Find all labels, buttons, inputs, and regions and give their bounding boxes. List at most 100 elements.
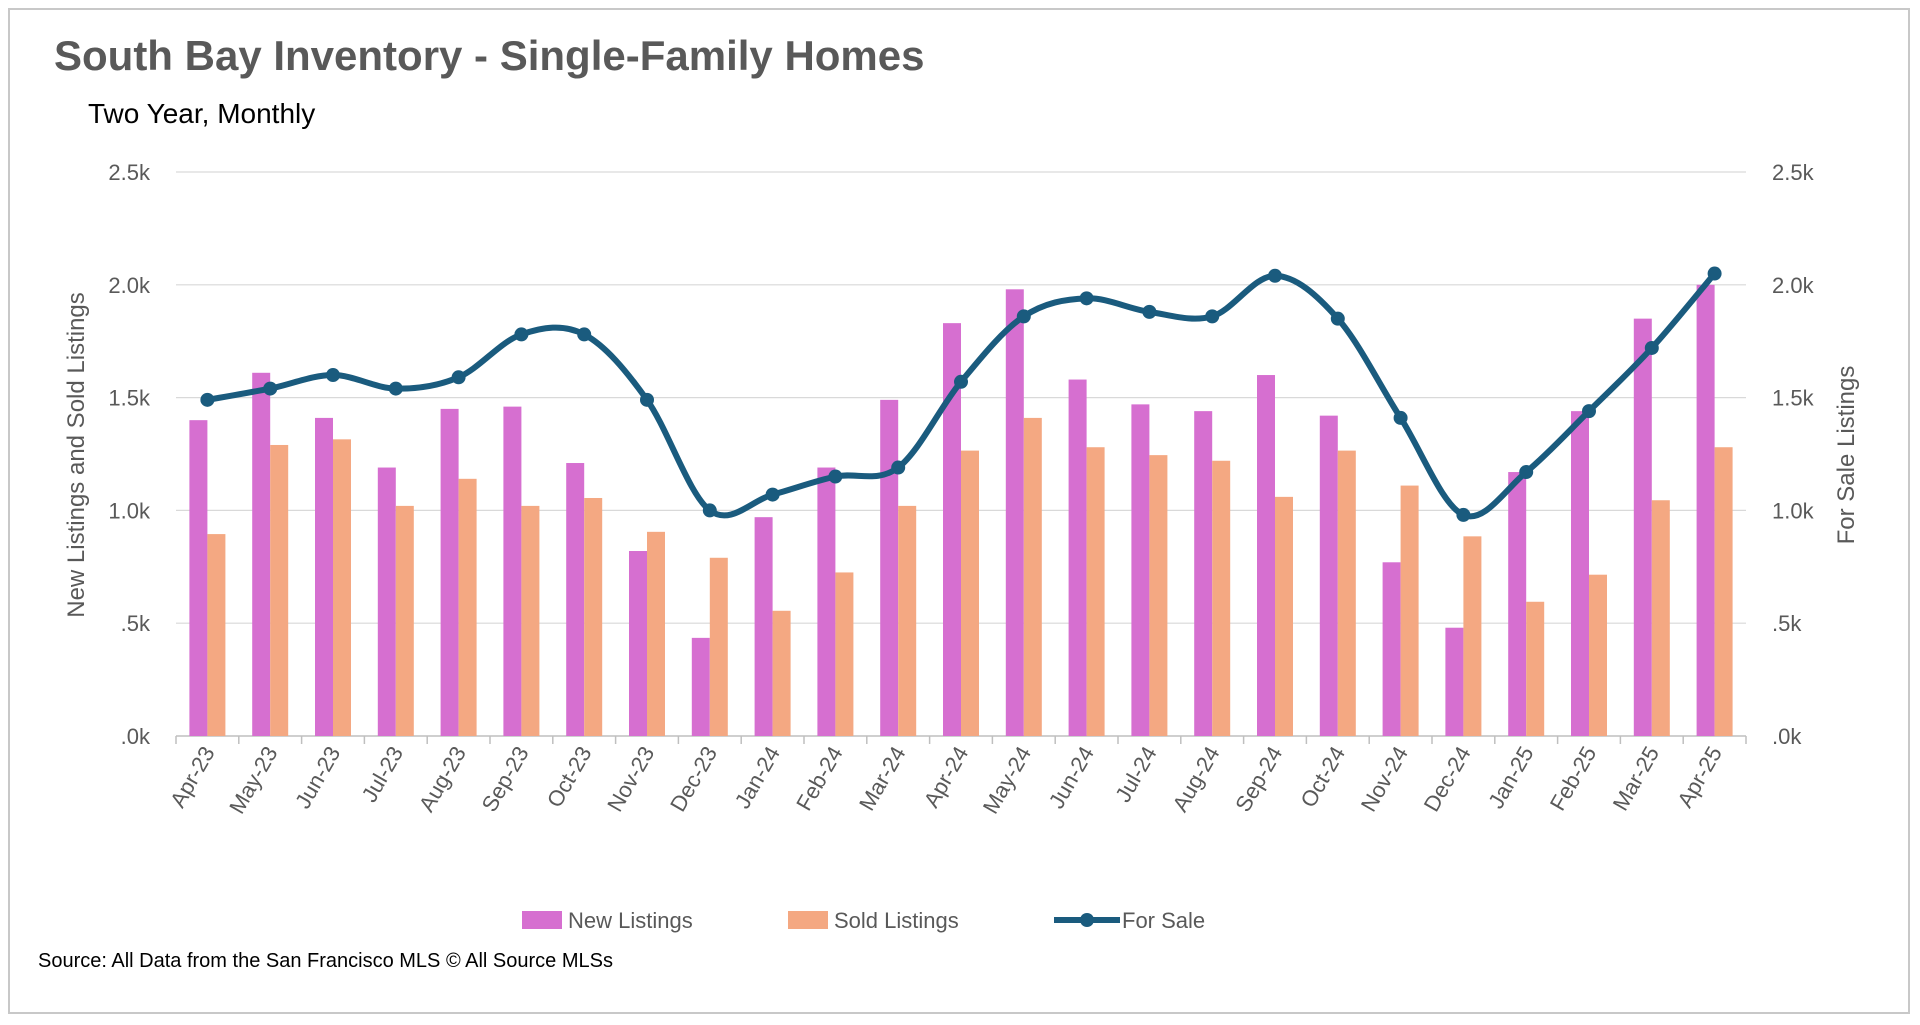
x-tick-label: May-23: [224, 742, 282, 818]
for-sale-point: [1393, 410, 1408, 425]
sold-listings-bar: [835, 572, 854, 736]
for-sale-point: [1142, 304, 1157, 319]
new-listings-bar: [1131, 404, 1150, 736]
line-series: [200, 266, 1722, 522]
left-tick-label: 2.0k: [108, 273, 151, 298]
legend-label: Sold Listings: [834, 908, 959, 933]
for-sale-point: [1456, 507, 1471, 522]
new-listings-bar: [1194, 411, 1213, 736]
source-note: Source: All Data from the San Francisco …: [38, 950, 613, 972]
sold-listings-bar: [772, 610, 791, 736]
left-axis-ticks: .0k .5k 1.0k 1.5k 2.0k 2.5k: [108, 160, 151, 749]
left-tick-label: .5k: [121, 611, 151, 636]
x-tick-label: Apr-24: [919, 742, 974, 812]
x-tick-label: Feb-24: [791, 742, 848, 815]
new-listings-bar: [817, 467, 836, 736]
new-listings-bar: [1508, 472, 1527, 736]
x-tick-label: Dec-23: [665, 742, 722, 816]
new-listings-bar: [503, 406, 522, 736]
x-tick-label: Nov-23: [602, 742, 659, 816]
new-listings-bar: [252, 372, 271, 736]
legend-marker: [1080, 913, 1094, 927]
sold-listings-bar: [333, 439, 351, 736]
new-listings-bar: [691, 637, 710, 736]
for-sale-point: [1707, 266, 1722, 281]
x-tick-label: May-24: [978, 742, 1036, 818]
new-listings-bar: [943, 323, 961, 736]
x-axis-ticks: Apr-23 May-23 Jun-23 Jul-23 Aug-23 Sep-23 Oct-…: [165, 736, 1747, 818]
right-tick-label: 1.5k: [1772, 386, 1815, 411]
right-tick-label: 1.0k: [1772, 498, 1815, 523]
for-sale-point: [1268, 268, 1282, 283]
sold-listings-bar: [270, 444, 289, 736]
bar-series: [189, 284, 1733, 736]
new-listings-bar: [1633, 318, 1652, 736]
sold-listings-bar: [1463, 536, 1482, 736]
for-sale-point: [702, 503, 717, 518]
x-tick-label: Mar-25: [1608, 742, 1664, 815]
sold-listings-bar: [1400, 485, 1419, 736]
sold-listings-bar: [647, 531, 665, 736]
left-tick-label: 2.5k: [108, 160, 151, 185]
chart-title: South Bay Inventory - Single-Family Home…: [54, 32, 925, 79]
sold-listings-bar: [709, 557, 728, 736]
sold-listings-bar: [1337, 450, 1356, 736]
sold-listings-bar: [1651, 500, 1670, 736]
for-sale-point: [514, 327, 529, 342]
x-tick-label: Oct-24: [1295, 742, 1350, 812]
x-tick-label: Feb-25: [1545, 742, 1602, 815]
x-tick-label: Apr-25: [1672, 742, 1727, 812]
sold-listings-bar: [1149, 455, 1168, 736]
left-tick-label: 1.5k: [108, 386, 151, 411]
for-sale-point: [1079, 291, 1094, 306]
new-listings-bar: [880, 399, 899, 736]
for-sale-point: [1205, 309, 1220, 324]
legend: New Listings Sold Listings For Sale: [522, 908, 1205, 933]
for-sale-point: [640, 392, 654, 407]
new-listings-bar: [1068, 379, 1087, 736]
left-tick-label: .0k: [121, 724, 151, 749]
sold-listings-bar: [521, 505, 540, 736]
for-sale-point: [1330, 311, 1345, 326]
left-axis-title: New Listings and Sold Listings: [63, 292, 90, 618]
legend-label: For Sale: [1122, 908, 1205, 933]
for-sale-point: [1519, 465, 1534, 480]
legend-label: New Listings: [568, 908, 693, 933]
x-tick-label: Nov-24: [1356, 742, 1413, 816]
x-tick-label: Jul-24: [1110, 742, 1162, 806]
for-sale-point: [200, 392, 215, 407]
x-tick-label: Dec-24: [1419, 742, 1476, 816]
sold-listings-bar: [1275, 496, 1293, 736]
sold-listings-bar: [458, 478, 477, 736]
new-listings-bar: [1445, 627, 1464, 736]
x-tick-label: Jun-23: [290, 742, 345, 813]
for-sale-point: [828, 469, 843, 484]
sold-listings-bar: [1589, 574, 1607, 736]
chart-subtitle: Two Year, Monthly: [88, 98, 316, 129]
new-listings-bar: [1257, 375, 1275, 736]
new-listings-bar: [1005, 289, 1024, 736]
new-listings-bar: [629, 551, 647, 736]
for-sale-point: [1582, 404, 1596, 419]
sold-listings-bar: [961, 450, 979, 736]
for-sale-point: [954, 374, 968, 389]
sold-listings-bar: [207, 534, 226, 736]
x-tick-label: Apr-23: [165, 742, 220, 812]
new-listings-bar: [754, 517, 773, 736]
right-tick-label: .0k: [1772, 724, 1802, 749]
sold-listings-bar: [1526, 601, 1545, 736]
sold-listings-bar: [1023, 417, 1042, 736]
x-tick-label: Aug-24: [1167, 742, 1224, 816]
sold-listings-bar: [1086, 447, 1105, 736]
new-listings-bar: [440, 408, 459, 736]
x-tick-label: Oct-23: [542, 742, 597, 812]
right-tick-label: 2.0k: [1772, 273, 1815, 298]
x-tick-label: Jan-24: [730, 742, 785, 813]
new-listings-bar: [1319, 415, 1338, 736]
new-listings-bar: [1382, 562, 1401, 736]
for-sale-point: [451, 370, 466, 385]
x-tick-label: Jun-24: [1044, 742, 1099, 813]
x-tick-label: Jul-23: [357, 742, 409, 806]
sold-listings-bar: [1212, 460, 1231, 736]
x-tick-label: Sep-24: [1230, 742, 1287, 816]
